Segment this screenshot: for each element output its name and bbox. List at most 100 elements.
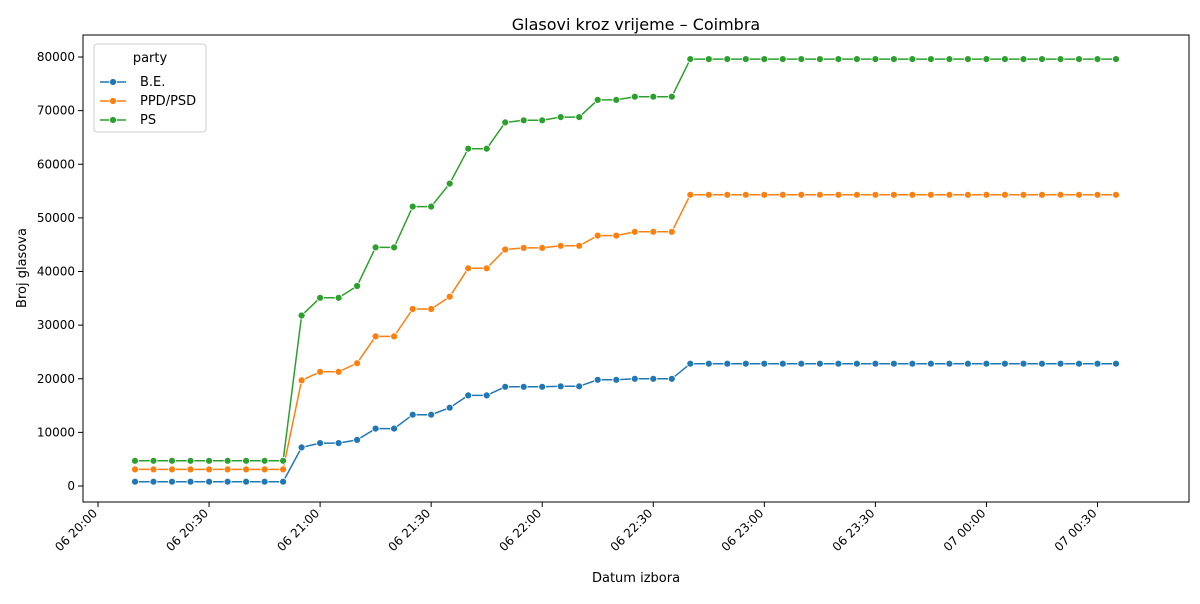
data-point [890,55,898,63]
data-point [704,190,713,199]
legend-entry: PPD/PSD [140,94,196,109]
legend-entry: PS [140,113,156,128]
data-point [927,359,935,368]
legend-swatch-marker [109,97,117,105]
data-point [353,282,362,290]
data-point [1019,190,1028,199]
data-point [519,382,528,391]
data-point [519,116,528,125]
data-point [593,375,602,384]
data-point [408,305,417,313]
data-point [371,332,380,341]
y-tick-label: 0 [67,479,75,493]
data-point [927,190,935,199]
data-point [149,477,158,486]
data-point [945,359,954,368]
data-point [334,439,343,448]
data-point [816,190,824,199]
data-point [964,55,972,63]
data-point [390,424,399,433]
data-point [131,456,139,465]
data-point [353,435,362,444]
data-point [908,55,917,63]
data-point [1019,359,1028,368]
data-point [242,477,251,486]
data-point [168,477,176,486]
data-point [260,477,269,486]
data-point [649,374,658,383]
data-point [1038,359,1046,368]
data-point [1056,359,1065,368]
data-point [816,55,824,63]
data-point [834,190,843,199]
data-point [649,92,658,101]
data-point [186,456,195,465]
data-point [316,439,325,448]
legend-box [93,43,207,133]
data-point [575,382,584,391]
data-point [1093,55,1102,63]
plot-frame [82,34,1190,503]
data-point [778,55,787,63]
plot-area [131,55,1120,486]
data-point [1112,359,1120,368]
data-point [667,374,676,383]
data-point [723,190,732,199]
y-tick-label: 70000 [37,104,75,118]
data-point [890,190,898,199]
data-point [464,264,473,273]
data-point [741,55,750,63]
data-point [168,465,176,474]
data-point [279,456,288,465]
data-point [853,359,861,368]
data-point [630,92,639,101]
data-point [871,55,880,63]
data-point [205,477,214,486]
data-point [982,359,991,368]
data-point [686,190,695,199]
series-ps [131,55,1120,465]
data-point [427,202,436,211]
data-point [1019,55,1028,63]
data-point [445,179,454,188]
data-point [131,477,139,486]
y-tick-label: 20000 [37,372,75,386]
data-point [741,190,750,199]
data-point [945,55,954,63]
data-point [1075,190,1083,199]
data-point [501,382,510,391]
data-point [797,55,806,63]
data-point [297,443,306,452]
data-point [297,376,306,385]
data-point [538,382,547,391]
legend-swatch-marker [109,78,117,86]
y-tick-label: 50000 [37,211,75,225]
data-point [612,96,621,104]
data-point [427,305,436,313]
data-point [1056,55,1065,63]
data-point [260,465,269,474]
data-point [890,359,898,368]
data-point [538,116,547,125]
data-point [871,359,880,368]
data-point [260,456,269,465]
data-point [353,359,362,368]
data-point [297,311,306,320]
data-point [649,227,658,236]
data-point [834,359,843,368]
y-axis: 0 10000 20000 30000 40000 50000 60000 70000 8000… [37,50,83,493]
data-point [1056,190,1065,199]
y-tick-label: 60000 [37,157,75,171]
x-axis-label: Datum izbora [592,571,680,586]
data-point [205,465,214,474]
data-point [964,359,972,368]
data-point [482,391,491,400]
data-point [1038,190,1046,199]
data-point [853,55,861,63]
data-point [723,55,732,63]
data-point [556,382,565,391]
data-point [223,456,232,465]
data-point [908,190,917,199]
data-point [816,359,824,368]
y-tick-label: 30000 [37,318,75,332]
